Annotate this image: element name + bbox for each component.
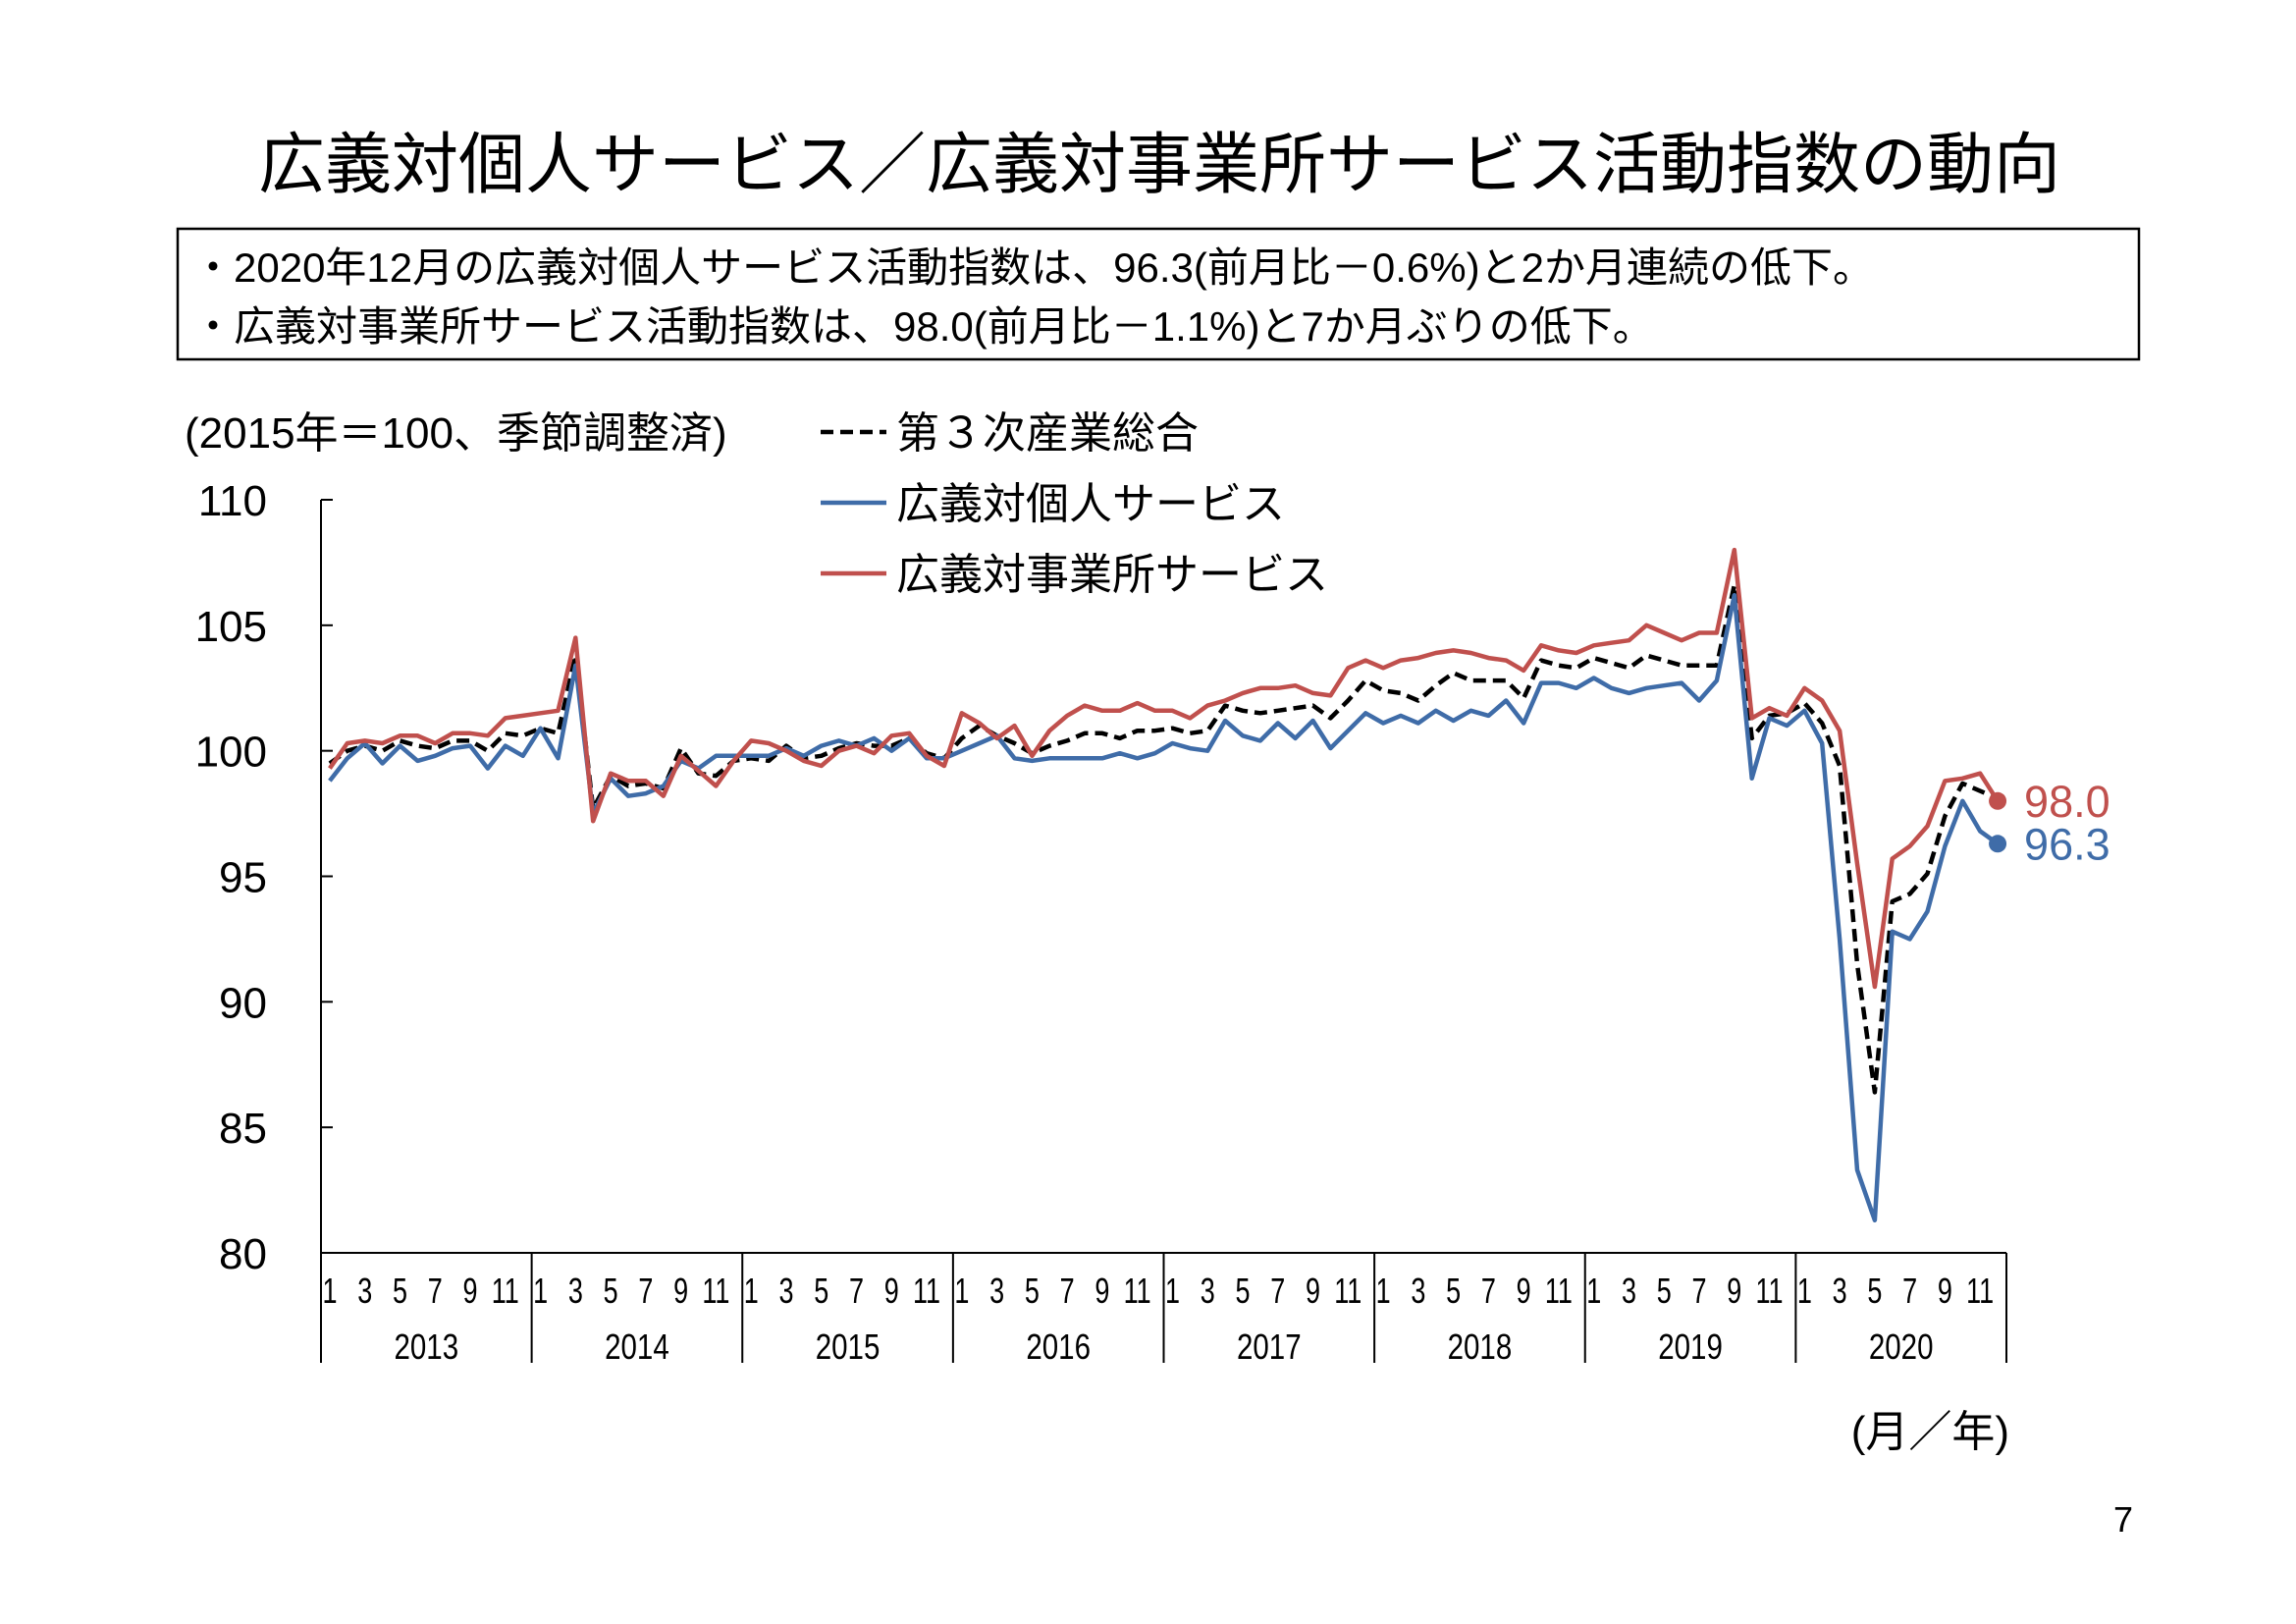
legend-item: 広義対個人サービス	[821, 480, 1285, 528]
legend-label: 第３次産業総合	[896, 409, 1199, 458]
x-tick-label-month: 3	[778, 1271, 793, 1311]
x-tick-label-month: 3	[989, 1271, 1004, 1311]
x-tick-label-month: 7	[1481, 1271, 1496, 1311]
x-tick-label-month: 11	[702, 1271, 729, 1311]
x-tick-label-month: 1	[1797, 1271, 1812, 1311]
page-number: 7	[2113, 1499, 2133, 1540]
x-tick-label-month: 9	[1306, 1271, 1320, 1311]
x-tick-label-month: 1	[322, 1271, 337, 1311]
x-tick-label-month: 3	[1622, 1271, 1636, 1311]
x-tick-label-month: 3	[568, 1271, 583, 1311]
x-tick-label-month: 11	[913, 1271, 940, 1311]
x-tick-label-month: 9	[884, 1271, 899, 1311]
end-point-labels: 96.398.0	[1989, 777, 2110, 869]
x-tick-label-month: 9	[1938, 1271, 1952, 1311]
x-tick-label-month: 7	[1902, 1271, 1917, 1311]
x-tick-label-month: 7	[849, 1271, 864, 1311]
y-tick-label: 85	[219, 1105, 267, 1153]
x-tick-label-month: 1	[1165, 1271, 1180, 1311]
x-tick-label-month: 3	[1833, 1271, 1847, 1311]
x-tick-label-month: 11	[1334, 1271, 1362, 1311]
x-tick-label-month: 9	[1727, 1271, 1741, 1311]
summary-box: ・2020年12月の広義対個人サービス活動指数は、96.3(前月比－0.6%)と…	[176, 227, 2141, 361]
x-tick-label-year: 2013	[394, 1326, 458, 1366]
x-tick-label-month: 5	[1867, 1271, 1882, 1311]
x-tick-label-month: 9	[673, 1271, 688, 1311]
x-tick-label-month: 7	[1270, 1271, 1285, 1311]
page-title: 広義対個人サービス／広義対事業所サービス活動指数の動向	[258, 128, 2060, 202]
x-tick-label-month: 7	[428, 1271, 443, 1311]
x-tick-label-month: 1	[533, 1271, 548, 1311]
x-tick-label-month: 1	[1586, 1271, 1601, 1311]
x-tick-label-month: 9	[1517, 1271, 1531, 1311]
x-tick-label-month: 7	[1692, 1271, 1707, 1311]
y-tick-label: 80	[219, 1230, 267, 1278]
y-tick-label: 105	[195, 603, 267, 651]
legend-item: 第３次産業総合	[821, 409, 1199, 458]
x-tick-label-month: 1	[954, 1271, 969, 1311]
end-point-label: 98.0	[2024, 777, 2110, 827]
x-tick-label-month: 11	[1966, 1271, 1994, 1311]
x-tick-label-year: 2014	[605, 1326, 669, 1366]
series-lines	[328, 547, 2000, 1223]
x-tick-label-month: 11	[492, 1271, 519, 1311]
y-tick-label: 100	[195, 729, 267, 777]
x-tick-label-month: 1	[744, 1271, 759, 1311]
legend-item: 広義対事業所サービス	[821, 551, 1328, 599]
x-tick-label-month: 5	[1025, 1271, 1040, 1311]
y-axis-ticks: 110 105 100 95 90 85 80	[195, 477, 333, 1278]
summary-line-2: ・広義対事業所サービス活動指数は、98.0(前月比－1.1%)と7か月ぶりの低下…	[192, 303, 1654, 350]
x-tick-label-month: 11	[1756, 1271, 1784, 1311]
x-tick-label-month: 3	[1201, 1271, 1215, 1311]
x-tick-label-month: 5	[814, 1271, 828, 1311]
x-tick-label-month: 5	[604, 1271, 618, 1311]
end-point-label: 96.3	[2024, 819, 2110, 869]
y-tick-label: 95	[219, 854, 267, 902]
x-axis-label: (月／年)	[1851, 1408, 2009, 1456]
summary-box-border	[176, 227, 2141, 361]
end-point-marker	[1989, 835, 2007, 853]
x-tick-label-month: 9	[1095, 1271, 1109, 1311]
x-tick-label-month: 7	[1060, 1271, 1075, 1311]
x-tick-label-year: 2016	[1026, 1326, 1091, 1366]
legend-label: 広義対事業所サービス	[896, 551, 1328, 599]
x-tick-label-year: 2020	[1869, 1326, 1934, 1366]
x-tick-label-month: 1	[1376, 1271, 1391, 1311]
x-tick-label-month: 5	[1446, 1271, 1461, 1311]
unit-note: (2015年＝100、季節調整済)	[185, 409, 727, 458]
legend-label: 広義対個人サービス	[896, 480, 1285, 528]
x-tick-label-year: 2019	[1658, 1326, 1723, 1366]
x-tick-label-month: 3	[357, 1271, 372, 1311]
x-tick-label-month: 5	[1657, 1271, 1672, 1311]
end-point-marker	[1989, 791, 2007, 810]
x-tick-label-month: 11	[1545, 1271, 1573, 1311]
series-line	[328, 547, 2000, 990]
x-tick-label-year: 2017	[1237, 1326, 1302, 1366]
x-tick-label-month: 5	[393, 1271, 407, 1311]
x-tick-label-month: 11	[1124, 1271, 1151, 1311]
x-tick-label-month: 3	[1411, 1271, 1425, 1311]
y-tick-label: 90	[219, 979, 267, 1027]
y-tick-label: 110	[198, 477, 267, 525]
x-tick-label-month: 9	[463, 1271, 478, 1311]
x-tick-label-year: 2018	[1448, 1326, 1513, 1366]
summary-line-1: ・2020年12月の広義対個人サービス活動指数は、96.3(前月比－0.6%)と…	[192, 244, 1874, 291]
x-tick-label-month: 5	[1235, 1271, 1250, 1311]
x-tick-label-month: 7	[638, 1271, 653, 1311]
x-tick-label-year: 2015	[816, 1326, 881, 1366]
